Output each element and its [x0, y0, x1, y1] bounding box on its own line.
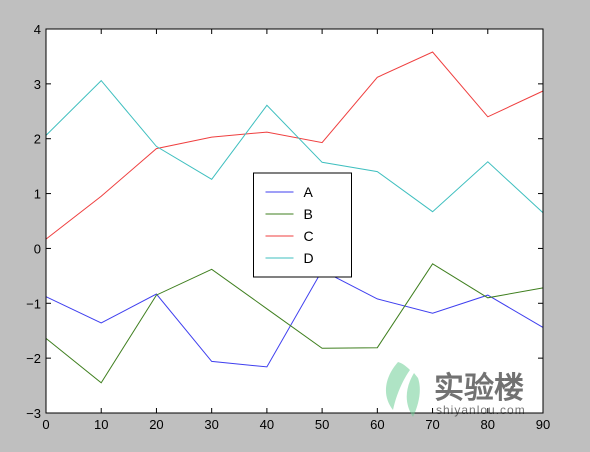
x-tick-label: 30 — [204, 417, 218, 432]
plot-frame — [45, 28, 544, 414]
series-line-d — [45, 79, 544, 214]
legend-label-b: B — [304, 206, 313, 222]
x-tick-label: 10 — [94, 417, 108, 432]
watermark-logo-icon — [385, 362, 420, 417]
y-tick-label: 0 — [34, 241, 41, 256]
watermark-subtext: shiyanlou.com — [436, 403, 526, 417]
y-tick-label: 4 — [34, 22, 41, 37]
x-tick-label: 90 — [536, 417, 550, 432]
y-tick-label: −2 — [26, 351, 41, 366]
watermark: 实验楼 shiyanlou.com — [385, 362, 526, 417]
x-tick-label: 40 — [260, 417, 274, 432]
series-line-c — [45, 51, 544, 240]
y-tick-label: 2 — [34, 132, 41, 147]
x-tick-label: 60 — [370, 417, 384, 432]
x-tick-label: 70 — [425, 417, 439, 432]
x-tick-label: 0 — [42, 417, 49, 432]
y-tick-label: −1 — [26, 296, 41, 311]
y-tick-label: 3 — [34, 77, 41, 92]
x-tick-label: 20 — [149, 417, 163, 432]
series-layer — [45, 51, 544, 384]
series-line-b — [45, 263, 544, 384]
x-tick-label: 80 — [481, 417, 495, 432]
series-line-a — [45, 269, 544, 368]
x-tick-label: 50 — [315, 417, 329, 432]
legend-label-d: D — [304, 250, 314, 266]
legend-label-c: C — [304, 228, 314, 244]
y-tick-label: −3 — [26, 406, 41, 421]
legend-box — [253, 172, 352, 278]
tick-layer: 0 10 20 30 40 50 60 70 80 90 −3 −2 −1 0 1 2 3 4 — [26, 22, 550, 432]
y-tick-label: 1 — [34, 187, 41, 202]
watermark-text: 实验楼 — [434, 371, 524, 405]
legend-label-a: A — [304, 184, 314, 200]
